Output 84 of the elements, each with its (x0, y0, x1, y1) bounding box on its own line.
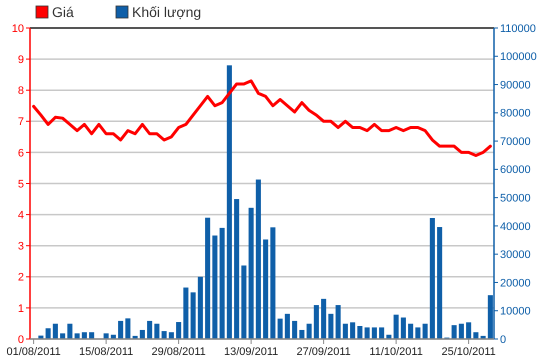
x-tick-label: 01/08/2011 (6, 346, 61, 358)
bar (154, 324, 160, 339)
bar (372, 327, 377, 339)
bar (118, 320, 124, 339)
bar (198, 276, 203, 339)
bar (415, 327, 420, 339)
bar (52, 324, 58, 339)
bar (321, 298, 326, 339)
bar (248, 208, 254, 339)
y-tick-label: 6 (18, 147, 24, 160)
bar (241, 265, 246, 339)
bar (147, 320, 152, 339)
y2-tick-label: 30000 (500, 249, 531, 262)
bar (162, 331, 167, 339)
x-tick-label: 15/08/2011 (79, 346, 134, 358)
bar (364, 327, 370, 339)
bar (168, 332, 174, 339)
bar (125, 318, 130, 339)
bar (190, 292, 196, 339)
y-tick-label: 1 (18, 302, 24, 315)
y-tick-label: 3 (18, 240, 24, 253)
y2-tick-label: 40000 (500, 220, 531, 233)
y-tick-label: 10 (12, 22, 24, 35)
y2-tick-label: 0 (500, 334, 506, 346)
y2-tick-label: 20000 (500, 277, 531, 290)
y-tick-label: 0 (18, 334, 24, 346)
bar (408, 324, 414, 339)
bar (270, 227, 276, 339)
bar (458, 324, 464, 339)
bar (400, 318, 406, 339)
y2-tick-label: 70000 (500, 136, 531, 148)
bar (284, 314, 290, 339)
bar (226, 65, 232, 339)
y2-tick-label: 60000 (500, 164, 531, 176)
bar (292, 320, 298, 339)
x-tick-label: 27/09/2011 (296, 346, 351, 358)
y-tick-label: 2 (18, 272, 24, 284)
x-tick-label: 13/09/2011 (224, 346, 278, 358)
bar (306, 324, 312, 339)
bar (89, 332, 94, 339)
y2-tick-label: 110000 (500, 22, 536, 35)
bar (350, 322, 356, 339)
x-tick-label: 29/08/2011 (152, 346, 206, 358)
bar (46, 328, 51, 339)
y2-tick-label: 90000 (500, 79, 531, 92)
y-tick-label: 8 (18, 85, 24, 98)
legend-label: Giá (52, 4, 74, 20)
bar (466, 322, 472, 339)
bar (140, 330, 145, 339)
bar (256, 180, 261, 339)
y2-tick-label: 50000 (500, 192, 531, 204)
bar (342, 324, 348, 339)
bar (205, 218, 210, 339)
bar (176, 322, 182, 339)
bar (278, 318, 283, 339)
y-tick-label: 7 (18, 116, 24, 128)
bar (67, 324, 72, 339)
bar (183, 288, 188, 339)
y-tick-label: 5 (18, 178, 24, 190)
bar (220, 228, 225, 339)
bar (430, 218, 435, 339)
bar (263, 239, 268, 339)
bar (437, 227, 442, 339)
bar (336, 305, 341, 339)
bar (452, 325, 457, 339)
bar (379, 327, 384, 339)
y-tick-label: 4 (18, 209, 24, 222)
bar (234, 199, 240, 339)
bar (328, 314, 334, 339)
y2-tick-label: 80000 (500, 108, 531, 120)
y-tick-label: 9 (18, 54, 24, 66)
legend-label: Khối lượng (132, 4, 202, 20)
x-tick-label: 11/10/2011 (369, 346, 423, 358)
bar (422, 324, 428, 339)
bar (314, 305, 319, 339)
bar (299, 330, 304, 339)
bar (212, 236, 218, 339)
bar (357, 326, 362, 339)
y2-tick-label: 10000 (500, 306, 531, 318)
y2-tick-label: 100000 (500, 51, 537, 64)
bar (394, 314, 399, 339)
bar (82, 332, 87, 339)
x-tick-label: 25/10/2011 (442, 346, 496, 358)
bar (473, 332, 478, 339)
